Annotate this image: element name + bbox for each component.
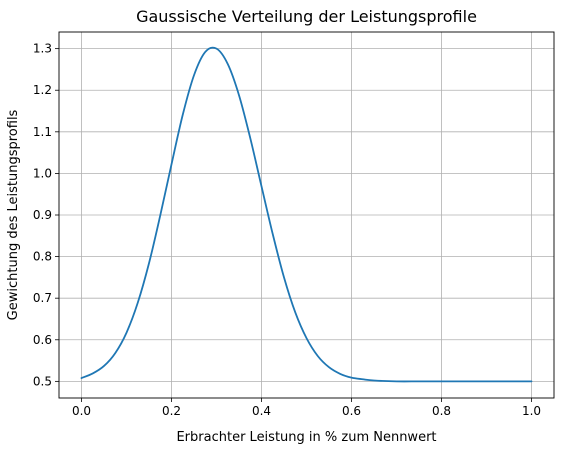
y-tick-label: 0.6 bbox=[33, 333, 52, 347]
y-tick-label: 1.0 bbox=[33, 166, 52, 180]
series-line bbox=[80, 46, 533, 383]
x-axis-label: Erbrachter Leistung in % zum Nennwert bbox=[176, 430, 436, 445]
y-tick-label: 0.8 bbox=[33, 250, 52, 264]
y-tick-label: 0.5 bbox=[33, 374, 52, 388]
y-axis-label: Gewichtung des Leistungsprofils bbox=[6, 109, 21, 320]
y-tick-label: 1.3 bbox=[33, 42, 52, 56]
y-tick-label: 1.2 bbox=[33, 83, 52, 97]
chart-title: Gaussische Verteilung der Leistungsprofi… bbox=[136, 7, 477, 26]
y-tick-label: 1.1 bbox=[33, 125, 52, 139]
grid bbox=[59, 32, 554, 398]
x-tick-label: 0.8 bbox=[432, 404, 451, 418]
y-tick-label: 0.9 bbox=[33, 208, 52, 222]
x-tick-label: 1.0 bbox=[522, 404, 541, 418]
x-tick-label: 0.0 bbox=[72, 404, 91, 418]
x-tick-label: 0.6 bbox=[342, 404, 361, 418]
x-tick-label: 0.2 bbox=[162, 404, 181, 418]
x-tick-label: 0.4 bbox=[252, 404, 271, 418]
axis-ticks: 0.0 0.2 0.4 0.6 0.8 1.0 0.5 0.6 0.7 0.8 0.9 1.0 1.1 1… bbox=[33, 42, 541, 418]
y-tick-label: 0.7 bbox=[33, 291, 52, 305]
